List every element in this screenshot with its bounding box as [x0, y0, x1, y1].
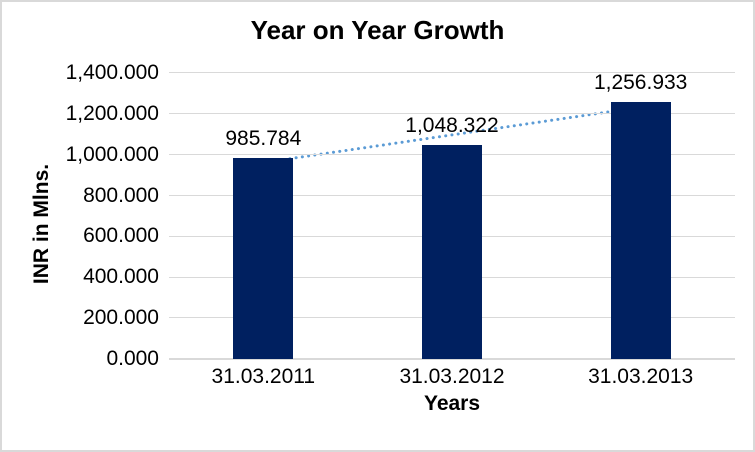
chart-title: Year on Year Growth	[250, 15, 505, 45]
bar-value-label: 1,256.933	[593, 71, 688, 95]
y-tick-label: 1,400.000	[65, 61, 159, 84]
bar	[233, 157, 294, 359]
y-tick-label: 1,200.000	[65, 101, 159, 125]
x-axis-line	[169, 358, 735, 360]
x-tick-label: 31.03.2013	[588, 365, 694, 388]
bar	[610, 102, 671, 359]
y-tick-label: 400.000	[83, 265, 159, 289]
gridline	[169, 113, 735, 115]
gridline	[169, 72, 735, 74]
y-tick-label: 800.000	[83, 183, 159, 207]
bar-value-label: 1,048.322	[405, 113, 499, 137]
y-tick-label: 0.000	[106, 347, 159, 370]
y-tick-label: 200.000	[83, 306, 159, 330]
bar	[422, 144, 482, 359]
x-tick-label: 31.03.2011	[211, 365, 316, 388]
x-tick-label: 31.03.2012	[399, 365, 505, 388]
bar-value-label: 985.784	[225, 126, 302, 150]
x-axis-title: Years	[423, 392, 481, 415]
y-tick-label: 600.000	[83, 224, 159, 248]
y-tick-label: 1,000.000	[65, 142, 159, 166]
